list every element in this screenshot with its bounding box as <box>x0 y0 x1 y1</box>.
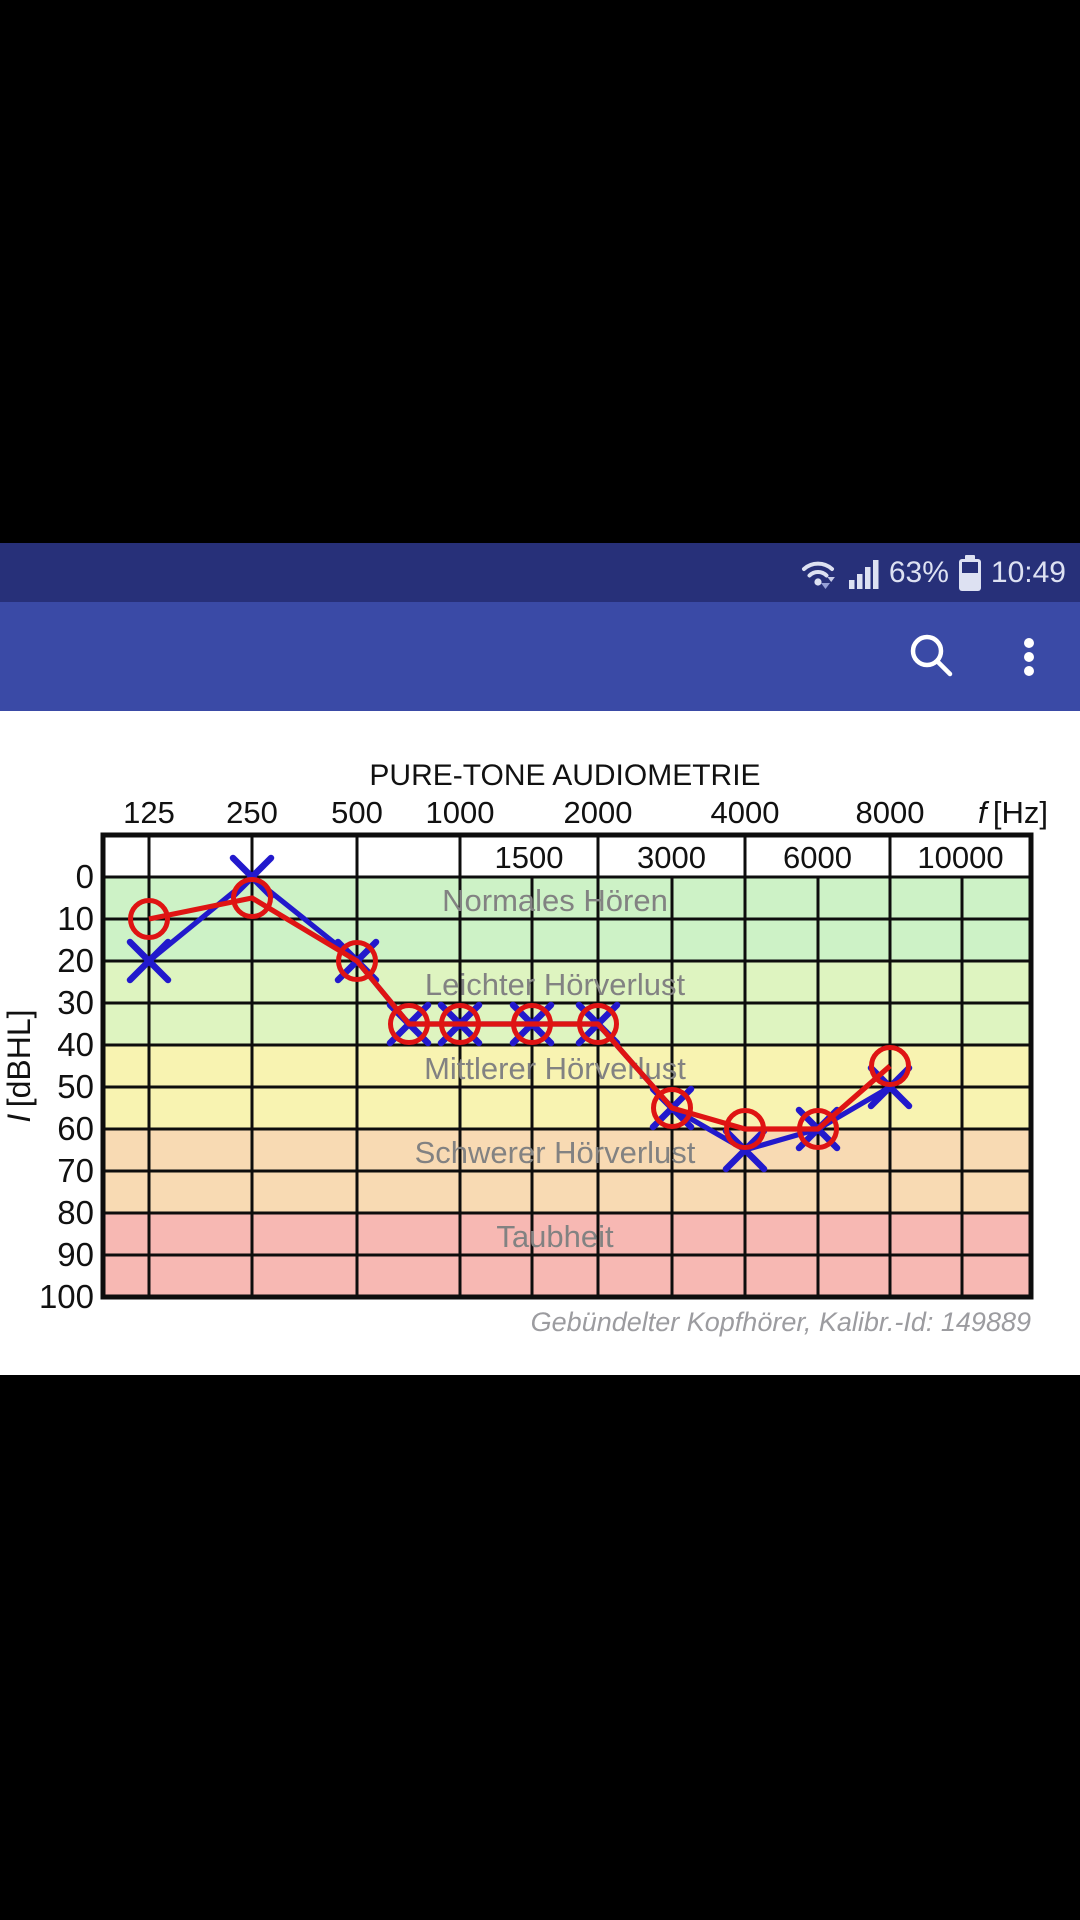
y-tick-label: 80 <box>57 1194 94 1231</box>
x-tick-label: 4000 <box>711 795 780 830</box>
band-label: Normales Hören <box>442 883 668 918</box>
data-point-right-ear-red-circles <box>869 1045 911 1087</box>
band-label: Mittlerer Hörverlust <box>424 1051 686 1086</box>
battery-icon <box>958 553 982 593</box>
overflow-menu-icon[interactable] <box>1017 634 1041 680</box>
audiogram-chart: Normales Hören Leichter Hörverlust Mittler… <box>1 759 1048 1337</box>
y-tick-label: 60 <box>57 1110 94 1147</box>
x-inner-tick-label: 6000 <box>783 840 852 875</box>
y-tick-label: 50 <box>57 1068 94 1105</box>
data-point-right-ear-red-circles <box>724 1108 766 1150</box>
data-point-right-ear-red-circles <box>439 1003 481 1045</box>
data-point-right-ear-red-circles <box>511 1003 553 1045</box>
signal-strength-icon <box>848 559 879 589</box>
x-tick-label: 125 <box>123 795 175 830</box>
y-tick-label: 90 <box>57 1236 94 1273</box>
x-tick-label: 250 <box>226 795 278 830</box>
y-tick-label: 0 <box>76 858 94 895</box>
wifi-up-arrow <box>827 576 835 582</box>
y-tick-label: 20 <box>57 942 94 979</box>
app-bar <box>0 602 1080 711</box>
data-point-right-ear-red-circles <box>388 1003 430 1045</box>
data-point-right-ear-red-circles <box>231 877 273 919</box>
x-tick-label: 1000 <box>426 795 495 830</box>
data-point-left-ear-blue-crosses <box>126 938 172 984</box>
wifi-down-arrow <box>820 582 830 589</box>
y-axis-label: I [dBHL] <box>1 1009 37 1122</box>
x-tick-label: 2000 <box>564 795 633 830</box>
y-tick-label: 70 <box>57 1152 94 1189</box>
battery-percent: 63% <box>888 556 949 589</box>
x-inner-tick-label: 1500 <box>495 840 564 875</box>
data-point-right-ear-red-circles <box>651 1087 693 1129</box>
x-tick-label: 8000 <box>856 795 925 830</box>
data-point-right-ear-red-circles <box>128 898 170 940</box>
clock: 10:49 <box>990 556 1066 589</box>
data-point-right-ear-red-circles <box>577 1003 619 1045</box>
band-label: Leichter Hörverlust <box>425 967 686 1002</box>
wifi-icon <box>801 561 835 589</box>
status-bar: 63% 10:49 <box>0 543 1080 602</box>
x-tick-label: 500 <box>331 795 383 830</box>
y-tick-label: 30 <box>57 984 94 1021</box>
y-tick-label: 10 <box>57 900 94 937</box>
calibration-caption: Gebündelter Kopfhörer, Kalibr.-Id: 14988… <box>531 1307 1031 1337</box>
right-ear-red-circles-line <box>148 895 892 1132</box>
band-label: Taubheit <box>496 1219 614 1254</box>
x-inner-tick-label: 10000 <box>917 840 1003 875</box>
data-point-right-ear-red-circles <box>797 1108 839 1150</box>
search-icon[interactable] <box>905 629 957 681</box>
y-tick-label: 40 <box>57 1026 94 1063</box>
data-point-right-ear-red-circles <box>336 940 378 982</box>
band-label: Schwerer Hörverlust <box>415 1135 696 1170</box>
chart-title: PURE-TONE AUDIOMETRIE <box>369 759 760 792</box>
y-tick-label: 100 <box>39 1278 94 1315</box>
audiogram-panel: Normales Hören Leichter Hörverlust Mittler… <box>0 711 1080 1375</box>
chart-border <box>100 832 1034 1300</box>
x-axis-unit-label: f [Hz] <box>978 795 1048 830</box>
x-inner-tick-label: 3000 <box>637 840 706 875</box>
